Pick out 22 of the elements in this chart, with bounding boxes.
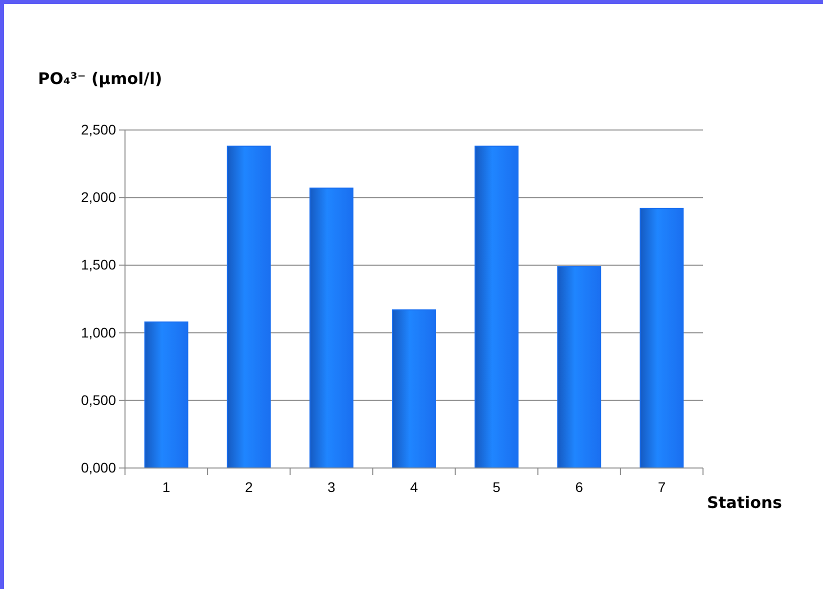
x-tick-label: 3 [328, 478, 336, 495]
x-tick-label: 4 [410, 478, 418, 495]
bar [144, 321, 188, 468]
bar [309, 188, 354, 468]
y-tick-label: 2,000 [80, 189, 116, 206]
y-tick-label: 0,000 [80, 459, 116, 476]
bar [474, 146, 519, 468]
x-tick-label: 5 [492, 478, 501, 495]
y-tick-label: 2,500 [80, 121, 116, 138]
bar [392, 309, 436, 468]
x-tick-label: 2 [244, 478, 253, 495]
x-tick-label: 1 [162, 478, 170, 495]
y-tick-label: 1,000 [80, 324, 116, 340]
x-axis-title: Stations [707, 493, 782, 512]
y-axis-title: PO₄³⁻ (µmol/l) [38, 69, 162, 88]
bar [226, 146, 271, 468]
bar [557, 266, 602, 468]
x-tick-label: 7 [658, 478, 666, 495]
bar [640, 208, 684, 468]
y-tick-label: 0,500 [80, 392, 116, 408]
x-tick-label: 6 [575, 478, 584, 495]
y-tick-label: 1,500 [80, 256, 116, 273]
